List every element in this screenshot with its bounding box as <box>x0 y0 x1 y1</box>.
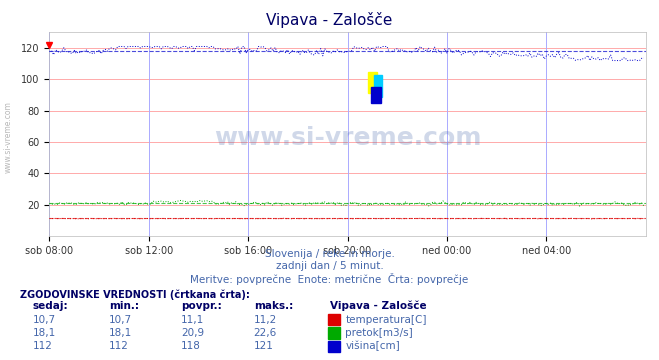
Text: www.si-vreme.com: www.si-vreme.com <box>3 101 13 173</box>
Text: temperatura[C]: temperatura[C] <box>345 315 427 325</box>
Text: 18,1: 18,1 <box>109 328 132 338</box>
Text: min.:: min.: <box>109 301 139 311</box>
Text: 121: 121 <box>254 341 273 351</box>
Text: ZGODOVINSKE VREDNOSTI (črtkana črta):: ZGODOVINSKE VREDNOSTI (črtkana črta): <box>20 289 250 300</box>
Text: 112: 112 <box>109 341 129 351</box>
Text: 20,9: 20,9 <box>181 328 204 338</box>
Text: Vipava - Zalošče: Vipava - Zalošče <box>266 12 393 28</box>
Text: pretok[m3/s]: pretok[m3/s] <box>345 328 413 338</box>
Text: 112: 112 <box>33 341 53 351</box>
Text: 10,7: 10,7 <box>33 315 56 325</box>
Text: zadnji dan / 5 minut.: zadnji dan / 5 minut. <box>275 261 384 271</box>
Text: 11,1: 11,1 <box>181 315 204 325</box>
Text: povpr.:: povpr.: <box>181 301 222 311</box>
Text: 10,7: 10,7 <box>109 315 132 325</box>
Text: Vipava - Zalošče: Vipava - Zalošče <box>330 301 426 311</box>
Text: 11,2: 11,2 <box>254 315 277 325</box>
Text: 18,1: 18,1 <box>33 328 56 338</box>
Text: www.si-vreme.com: www.si-vreme.com <box>214 126 481 150</box>
Text: maks.:: maks.: <box>254 301 293 311</box>
Text: višina[cm]: višina[cm] <box>345 341 400 351</box>
Text: sedaj:: sedaj: <box>33 301 69 311</box>
Text: 22,6: 22,6 <box>254 328 277 338</box>
Text: Slovenija / reke in morje.: Slovenija / reke in morje. <box>264 249 395 259</box>
Text: 118: 118 <box>181 341 201 351</box>
Text: Meritve: povprečne  Enote: metrične  Črta: povprečje: Meritve: povprečne Enote: metrične Črta:… <box>190 273 469 285</box>
